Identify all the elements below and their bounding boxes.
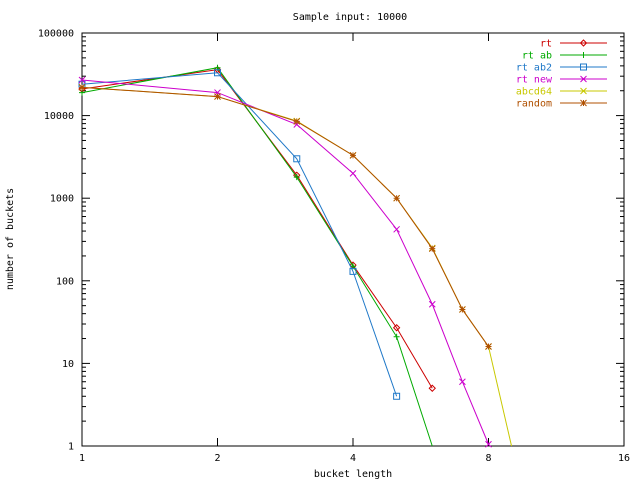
chart-title: Sample input: 10000 bbox=[293, 12, 407, 23]
series-rt-ab bbox=[79, 64, 433, 447]
data-point bbox=[78, 76, 86, 84]
data-point bbox=[349, 152, 357, 159]
y-axis-ticks: 1 10 100 1000 10000 100000 bbox=[38, 29, 624, 453]
legend-label: random bbox=[516, 99, 552, 110]
y-tick-label: 10000 bbox=[44, 111, 74, 122]
legend-marker bbox=[580, 75, 587, 83]
y-tick-label: 100 bbox=[56, 276, 74, 287]
series-line bbox=[81, 69, 433, 389]
legend-label: rt ab bbox=[522, 51, 552, 62]
legend-marker bbox=[580, 63, 587, 71]
legend-marker bbox=[580, 87, 587, 95]
data-point bbox=[79, 89, 85, 96]
x-tick-label: 16 bbox=[618, 453, 630, 464]
data-point bbox=[428, 300, 436, 308]
data-point bbox=[459, 306, 466, 313]
x-axis-label: bucket length bbox=[314, 469, 392, 480]
legend-label: rt ab2 bbox=[516, 63, 552, 74]
x-axis-ticks: 1 2 4 8 16 bbox=[79, 33, 630, 464]
data-point bbox=[214, 69, 221, 77]
data-point bbox=[393, 194, 400, 202]
series-line bbox=[81, 86, 513, 447]
legend-marker bbox=[580, 52, 587, 58]
y-tick-label: 100000 bbox=[38, 29, 74, 40]
data-point bbox=[485, 440, 492, 448]
series-line bbox=[81, 67, 433, 447]
x-tick-label: 8 bbox=[485, 453, 491, 464]
series-layer bbox=[78, 64, 513, 448]
data-point bbox=[78, 83, 86, 91]
y-tick-label: 10 bbox=[62, 359, 74, 370]
legend-label: abcd64 bbox=[516, 87, 552, 98]
series-line bbox=[81, 72, 398, 397]
data-point bbox=[428, 384, 436, 392]
data-point bbox=[428, 245, 436, 253]
data-point bbox=[349, 267, 357, 275]
series-rt-new bbox=[78, 76, 492, 448]
data-point bbox=[293, 118, 301, 125]
legend-marker bbox=[580, 99, 587, 107]
data-point bbox=[214, 93, 221, 100]
y-tick-label: 1000 bbox=[50, 194, 74, 205]
x-tick-label: 1 bbox=[79, 453, 85, 464]
series-line bbox=[81, 86, 489, 347]
legend-label: rt new bbox=[516, 75, 553, 86]
data-point bbox=[293, 174, 300, 181]
data-point bbox=[393, 225, 400, 233]
series-rt-ab2 bbox=[78, 69, 401, 400]
legend-marker bbox=[579, 39, 588, 47]
legend-label: rt bbox=[540, 39, 552, 50]
data-point bbox=[392, 324, 401, 332]
data-point bbox=[293, 155, 301, 163]
series-random bbox=[78, 83, 492, 350]
data-point bbox=[485, 343, 492, 350]
data-point bbox=[393, 333, 400, 340]
data-point bbox=[459, 378, 466, 386]
y-tick-label: 1 bbox=[68, 442, 74, 453]
data-point bbox=[393, 392, 401, 400]
data-point bbox=[349, 169, 357, 177]
x-tick-label: 2 bbox=[214, 453, 220, 464]
x-tick-label: 4 bbox=[350, 453, 356, 464]
y-axis-label: number of buckets bbox=[5, 188, 16, 290]
series-abcd64 bbox=[78, 83, 513, 447]
series-line bbox=[81, 79, 489, 445]
